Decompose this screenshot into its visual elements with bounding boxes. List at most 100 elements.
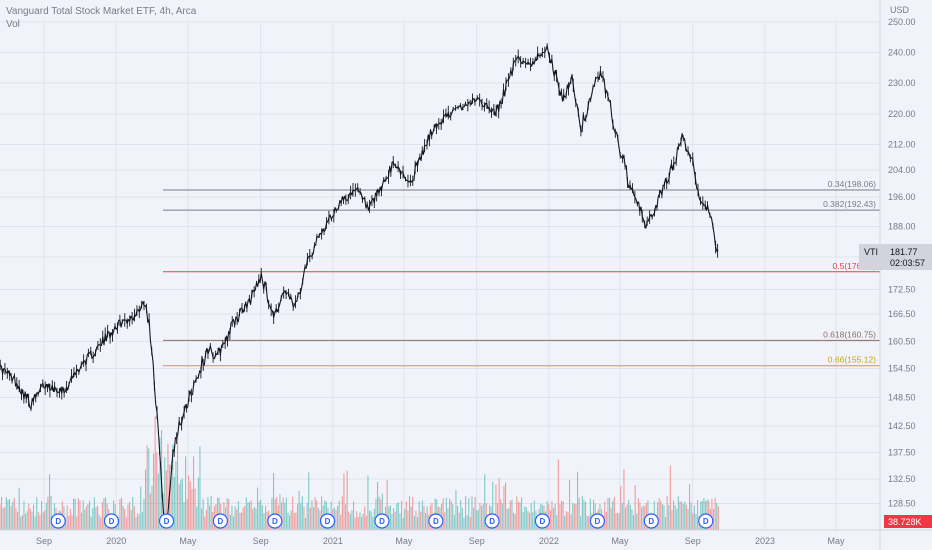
x-tick-label: 2023: [755, 536, 775, 546]
bar-countdown: 02:03:57: [890, 258, 925, 268]
volume-bar: [396, 503, 398, 530]
volume-bar: [237, 501, 239, 530]
volume-bar: [716, 502, 718, 530]
volume-bar: [453, 514, 455, 530]
volume-bar: [45, 502, 47, 530]
last-price-badge: VTI 181.77 02:03:57: [859, 244, 932, 270]
volume-bar: [572, 502, 574, 530]
volume-bar: [661, 503, 663, 530]
volume-bar: [252, 509, 254, 530]
volume-bar: [205, 510, 207, 530]
volume-bar: [149, 493, 151, 530]
volume-bar: [305, 517, 307, 530]
volume-bar: [148, 448, 150, 530]
volume-bar: [511, 499, 513, 530]
volume-bar: [303, 506, 305, 530]
volume-bar: [279, 494, 281, 530]
dividend-marker: [50, 513, 66, 529]
volume-bar: [133, 506, 135, 530]
dividend-marker-label: D: [595, 517, 601, 526]
time-axis[interactable]: Sep 2020 May Sep 2021 May Sep 2022 May Sep 2023 May: [0, 529, 932, 546]
volume-bar: [391, 514, 393, 530]
volume-bar: [10, 506, 12, 530]
volume-bar: [551, 501, 553, 530]
volume-bar: [401, 500, 403, 530]
volume-bar: [671, 509, 673, 530]
dividend-marker: [589, 513, 606, 529]
volume-bar: [589, 498, 591, 530]
volume-bar: [677, 496, 679, 530]
volume-bar: [607, 498, 609, 530]
volume-bar: [273, 473, 275, 530]
volume-bar: [346, 470, 348, 530]
volume-bar: [361, 516, 363, 530]
volume-bar: [465, 496, 467, 530]
fibonacci-levels[interactable]: 0.34(198.06) 0.382(192.43) 0.5(176.59) 0.61…: [163, 179, 880, 367]
volume-bar: [505, 482, 507, 530]
volume-bar: [49, 474, 51, 530]
volume-bar: [77, 498, 79, 530]
volume-bar: [452, 504, 454, 530]
volume-bar: [415, 510, 417, 530]
volume-bar: [245, 497, 247, 530]
volume-bar: [369, 510, 371, 530]
volume-bar: [402, 517, 404, 530]
volume-bars: [0, 416, 719, 530]
volume-bar: [557, 459, 559, 530]
volume-bar: [492, 481, 494, 530]
volume-bar: [556, 515, 558, 530]
volume-bar: [533, 500, 535, 530]
x-tick-label: Sep: [36, 536, 52, 546]
volume-bar: [202, 499, 204, 530]
volume-bar: [553, 507, 555, 530]
volume-bar: [407, 510, 409, 530]
volume-bar: [354, 517, 356, 530]
volume-bar: [82, 500, 84, 530]
volume-bar: [285, 497, 287, 530]
volume-bar: [506, 508, 508, 530]
volume-bar: [130, 510, 132, 530]
dividend-marker-label: D: [648, 517, 654, 526]
price-line: [0, 45, 719, 525]
volume-bar: [628, 499, 630, 530]
volume-bar: [337, 506, 339, 530]
volume-bar: [364, 506, 366, 530]
volume-bar: [498, 478, 500, 530]
volume-bar: [42, 512, 44, 530]
volume-bar: [642, 505, 644, 530]
dividend-marker: [103, 513, 120, 529]
volume-bar: [516, 496, 518, 530]
volume-bar: [236, 509, 238, 530]
volume-bar: [636, 513, 638, 530]
volume-bar: [442, 498, 444, 530]
volume-bar: [69, 508, 71, 530]
volume-bar: [233, 516, 235, 530]
volume-bar: [663, 505, 665, 530]
volume-bar: [562, 501, 564, 530]
volume-label: Vol: [6, 19, 20, 30]
volume-bar: [367, 475, 369, 530]
volume-bar: [183, 502, 185, 530]
volume-bar: [193, 456, 195, 530]
volume-bar: [154, 416, 156, 530]
volume-bar: [463, 517, 465, 530]
volume-bar: [65, 517, 67, 530]
volume-bar: [290, 510, 292, 530]
volume-bar: [495, 484, 497, 530]
volume-bar: [143, 498, 145, 530]
volume-bar: [564, 515, 566, 530]
volume-bar: [634, 485, 636, 530]
price-axis[interactable]: 250.00 240.00 230.00 220.00 212.00 204.00 196.…: [879, 0, 916, 550]
volume-bar: [34, 516, 36, 530]
volume-bar: [417, 517, 419, 530]
volume-bar: [36, 497, 38, 530]
x-tick-label: Sep: [685, 536, 701, 546]
volume-bar: [381, 493, 383, 530]
volume-bar: [258, 501, 260, 530]
volume-bar: [20, 516, 22, 530]
volume-bar: [300, 503, 302, 530]
volume-bar: [404, 509, 406, 530]
volume-bar: [28, 503, 30, 530]
